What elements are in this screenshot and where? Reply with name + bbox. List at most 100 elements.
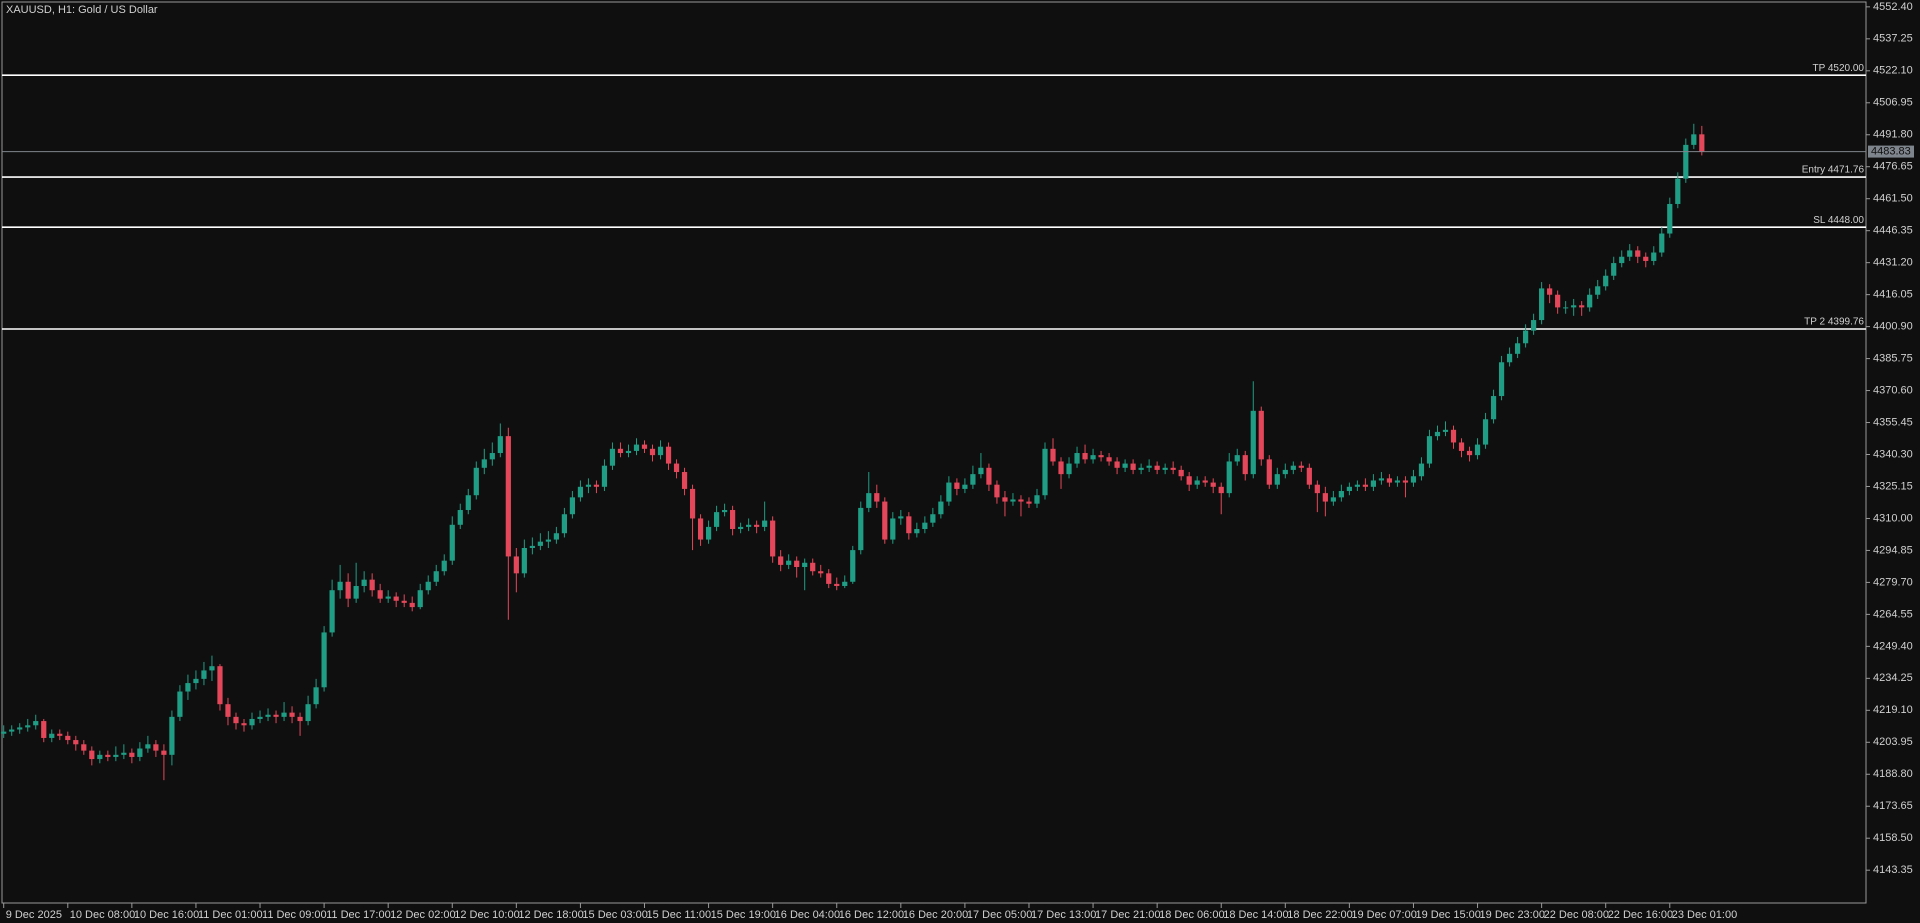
candle-body xyxy=(337,581,343,591)
candle-body xyxy=(810,562,816,572)
candle-body xyxy=(1338,491,1344,498)
candle-body xyxy=(922,522,928,530)
candle-body xyxy=(1106,457,1112,462)
y-tick-label: 4522.10 xyxy=(1873,65,1913,77)
y-tick-label: 4325.15 xyxy=(1873,480,1913,492)
candle-body xyxy=(962,484,968,489)
y-tick-label: 4264.55 xyxy=(1873,608,1913,620)
candle-body xyxy=(986,467,992,485)
candle-body xyxy=(1330,497,1336,502)
candle-body xyxy=(794,560,800,567)
candle-body xyxy=(457,510,463,525)
candle-body xyxy=(153,744,159,751)
candle-body xyxy=(1699,134,1705,152)
y-tick-label: 4294.85 xyxy=(1873,544,1913,556)
y-tick-label: 4310.00 xyxy=(1873,512,1913,524)
candle-body xyxy=(89,750,95,760)
candle-body xyxy=(481,459,487,468)
candle-body xyxy=(681,472,688,489)
candle-body xyxy=(305,704,311,722)
y-tick-label: 4537.25 xyxy=(1873,33,1913,45)
candle-body xyxy=(1587,294,1593,308)
candle-body xyxy=(81,744,87,751)
candle-body xyxy=(1498,362,1505,397)
candle-body xyxy=(1210,482,1216,487)
candle-body xyxy=(33,721,39,726)
candle-body xyxy=(433,571,439,582)
candle-body xyxy=(1571,305,1577,308)
candle-body xyxy=(1362,484,1368,487)
candle-body xyxy=(1659,233,1665,253)
candle-body xyxy=(609,448,616,466)
candle-body xyxy=(1258,410,1264,460)
candle-body xyxy=(730,510,736,530)
candle-body xyxy=(657,446,664,456)
candle-body xyxy=(617,448,624,454)
y-tick-label: 4249.40 xyxy=(1873,640,1913,652)
candle-body xyxy=(1466,450,1473,456)
level-label: Entry 4471.76 xyxy=(1802,165,1865,176)
y-tick-label: 4279.70 xyxy=(1873,576,1913,588)
candle-body xyxy=(185,683,191,692)
candle-body xyxy=(1098,455,1104,458)
candle-body xyxy=(353,585,359,599)
y-tick-label: 4506.95 xyxy=(1873,97,1913,109)
candle-body xyxy=(1643,256,1649,261)
candle-body xyxy=(529,545,535,549)
candle-body xyxy=(802,562,808,567)
candle-body xyxy=(1370,480,1377,487)
candle-body xyxy=(1018,499,1024,502)
candle-body xyxy=(361,579,367,586)
candle-body xyxy=(778,556,784,565)
candle-body xyxy=(1186,476,1192,485)
candle-body xyxy=(1394,480,1401,483)
candle-body xyxy=(1354,484,1360,487)
candle-body xyxy=(1482,419,1489,445)
x-tick-label: 17 Dec 21:00 xyxy=(1095,909,1160,921)
candle-body xyxy=(649,448,656,456)
y-tick-label: 4219.10 xyxy=(1873,704,1913,716)
candle-body xyxy=(409,602,415,608)
candle-body xyxy=(834,583,840,586)
candle-body xyxy=(513,556,519,574)
candle-body xyxy=(1579,305,1585,308)
x-tick-label: 11 Dec 01:00 xyxy=(198,909,263,921)
x-tick-label: 18 Dec 22:00 xyxy=(1287,909,1352,921)
candle-body xyxy=(898,516,904,519)
candle-body xyxy=(946,482,952,502)
candle-body xyxy=(369,579,375,591)
candle-body xyxy=(1274,474,1280,485)
x-tick-label: 10 Dec 16:00 xyxy=(134,909,199,921)
candle-body xyxy=(1114,461,1120,468)
candle-body xyxy=(505,436,511,557)
candle-body xyxy=(1026,501,1032,504)
candle-body xyxy=(225,704,231,717)
candle-body xyxy=(1306,467,1312,485)
candle-body xyxy=(17,727,23,730)
candle-body xyxy=(842,581,848,586)
candle-body xyxy=(1234,455,1240,462)
candle-body xyxy=(257,716,263,719)
candle-body xyxy=(521,548,527,574)
y-tick-label: 4355.45 xyxy=(1873,416,1913,428)
y-tick-label: 4188.80 xyxy=(1873,768,1913,780)
candle-body xyxy=(553,533,559,540)
candle-body xyxy=(1410,476,1417,483)
y-tick-label: 4416.05 xyxy=(1873,289,1913,301)
x-tick-label: 19 Dec 07:00 xyxy=(1351,909,1416,921)
candle-body xyxy=(762,520,768,527)
candle-body xyxy=(97,754,103,760)
candle-body xyxy=(1514,343,1521,354)
candle-body xyxy=(345,581,351,599)
candle-body xyxy=(1130,463,1136,470)
candle-body xyxy=(281,712,287,717)
x-tick-label: 11 Dec 17:00 xyxy=(326,909,391,921)
candle-body xyxy=(1434,431,1441,437)
candle-body xyxy=(1202,480,1208,483)
candle-body xyxy=(25,725,31,728)
candle-body xyxy=(874,493,880,502)
candle-body xyxy=(537,541,543,546)
candle-body xyxy=(705,526,712,540)
candle-body xyxy=(1090,455,1096,460)
